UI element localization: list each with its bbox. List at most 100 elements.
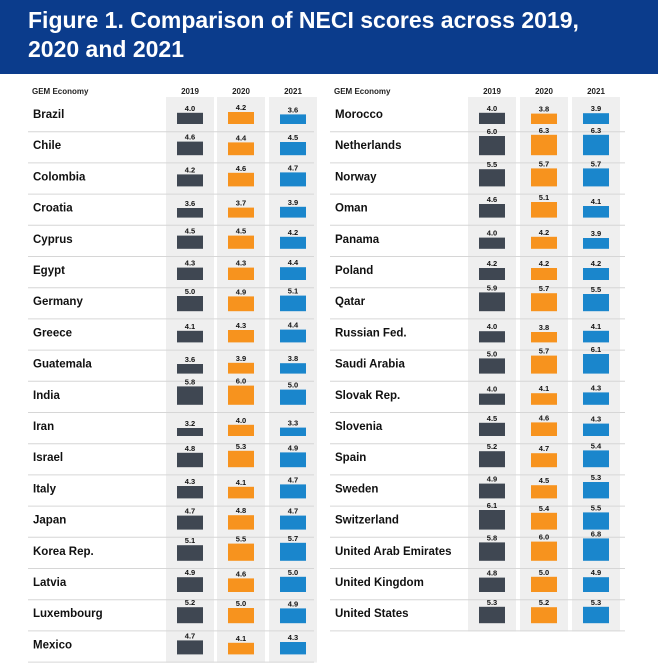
country-label: Brazil — [33, 109, 64, 121]
value-label-2020: 3.7 — [236, 199, 246, 208]
value-label-2019: 4.2 — [487, 259, 497, 268]
value-label-2021: 3.6 — [288, 105, 298, 114]
bar-2021 — [280, 142, 306, 156]
bar-2019 — [177, 640, 203, 655]
value-label-2020: 5.3 — [236, 442, 246, 451]
bar-2019 — [479, 237, 505, 249]
country-label: Norway — [335, 171, 377, 183]
bar-2020 — [531, 393, 557, 405]
bar-2019 — [479, 577, 505, 592]
bar-2021 — [280, 114, 306, 124]
value-label-2021: 6.8 — [591, 529, 601, 538]
bar-2021 — [583, 538, 609, 561]
value-label-2021: 5.3 — [591, 598, 601, 607]
column-header-economy: GEM Economy — [32, 87, 89, 96]
value-label-2020: 4.6 — [236, 569, 246, 578]
value-label-2021: 4.7 — [288, 163, 298, 172]
value-label-2021: 3.9 — [288, 198, 298, 207]
table-row: Iran 3.2 4.0 3.3 — [28, 416, 314, 445]
value-label-2020: 5.1 — [539, 193, 549, 202]
value-label-2020: 4.2 — [539, 259, 549, 268]
bar-2020 — [531, 268, 557, 280]
bar-2020 — [531, 236, 557, 249]
bar-2021 — [583, 354, 609, 374]
bar-2019 — [479, 393, 505, 405]
value-label-2021: 3.9 — [591, 229, 601, 238]
table-row: Morocco 4.0 3.8 3.9 — [330, 104, 625, 133]
country-label: Guatemala — [33, 359, 92, 371]
bar-2021 — [583, 294, 609, 312]
value-label-2019: 5.9 — [487, 283, 497, 292]
value-label-2020: 5.7 — [539, 159, 549, 168]
table-row: Spain 5.2 4.7 5.4 — [330, 441, 625, 476]
bar-2021 — [583, 238, 609, 249]
value-label-2021: 5.0 — [288, 568, 298, 577]
country-label: Slovenia — [335, 421, 383, 433]
value-label-2021: 5.5 — [591, 285, 601, 294]
country-label: Korea Rep. — [33, 546, 94, 558]
country-label: Switzerland — [335, 515, 399, 527]
country-label: Netherlands — [335, 140, 401, 152]
value-label-2019: 4.1 — [185, 322, 195, 331]
value-label-2020: 4.6 — [236, 164, 246, 173]
country-label: Morocco — [335, 109, 383, 121]
table-row: Colombia 4.2 4.6 4.7 — [28, 163, 314, 195]
bar-2021 — [280, 608, 306, 624]
bar-2020 — [531, 113, 557, 124]
bar-2021 — [280, 515, 306, 530]
table-row: Panama 4.0 4.2 3.9 — [330, 228, 625, 257]
bar-2019 — [177, 208, 203, 218]
table-row: Slovak Rep. 4.0 4.1 4.3 — [330, 383, 625, 413]
country-label: Germany — [33, 296, 83, 308]
table-row: Luxembourg 5.2 5.0 4.9 — [28, 598, 314, 632]
bar-2020 — [531, 293, 557, 312]
value-label-2021: 4.4 — [288, 321, 299, 330]
value-label-2020: 4.0 — [236, 416, 246, 425]
column-header-year-2021: 2021 — [587, 87, 605, 96]
value-label-2020: 4.8 — [236, 506, 246, 515]
bar-2020 — [531, 168, 557, 187]
table-row: Italy 4.3 4.1 4.7 — [28, 475, 314, 507]
value-label-2019: 5.3 — [487, 598, 497, 607]
bar-2020 — [228, 142, 254, 156]
bar-2019 — [177, 364, 203, 374]
bar-2020 — [531, 485, 557, 499]
value-label-2021: 4.2 — [591, 259, 601, 268]
country-label: Luxembourg — [33, 608, 103, 620]
bar-2021 — [280, 542, 306, 561]
bar-2021 — [583, 268, 609, 280]
value-label-2020: 3.9 — [236, 354, 246, 363]
value-label-2021: 4.9 — [288, 599, 298, 608]
table-panel-1: GEM Economy 2019 2020 2021 Brazil 4.0 4.2 3.6 Ch… — [28, 87, 317, 663]
value-label-2019: 5.5 — [487, 160, 497, 169]
column-header-year-2020: 2020 — [535, 87, 553, 96]
value-label-2020: 6.3 — [539, 126, 549, 135]
bar-2019 — [479, 204, 505, 218]
bar-2019 — [177, 515, 203, 530]
bar-2021 — [280, 206, 306, 218]
value-label-2019: 4.7 — [185, 631, 195, 640]
country-label: Croatia — [33, 203, 73, 215]
value-label-2020: 4.9 — [236, 287, 246, 296]
column-header-year-2019: 2019 — [483, 87, 501, 96]
value-label-2020: 4.4 — [236, 133, 247, 142]
bar-2019 — [479, 606, 505, 624]
bar-2021 — [280, 389, 306, 405]
value-label-2021: 6.3 — [591, 126, 601, 135]
country-label: Slovak Rep. — [335, 390, 400, 402]
bar-2019 — [479, 112, 505, 124]
bar-2019 — [177, 267, 203, 280]
value-label-2020: 4.5 — [539, 476, 549, 485]
value-label-2021: 5.7 — [288, 534, 298, 543]
country-label: Israel — [33, 452, 63, 464]
country-label: Egypt — [33, 265, 65, 277]
bar-2020 — [531, 607, 557, 624]
bar-2019 — [479, 169, 505, 187]
value-label-2021: 4.1 — [591, 197, 601, 206]
value-label-2020: 5.7 — [539, 284, 549, 293]
value-label-2019: 5.8 — [487, 533, 497, 542]
column-header-year-2019: 2019 — [181, 87, 199, 96]
value-label-2021: 5.4 — [591, 441, 602, 450]
value-label-2021: 4.3 — [591, 383, 601, 392]
value-label-2019: 4.0 — [487, 104, 497, 113]
